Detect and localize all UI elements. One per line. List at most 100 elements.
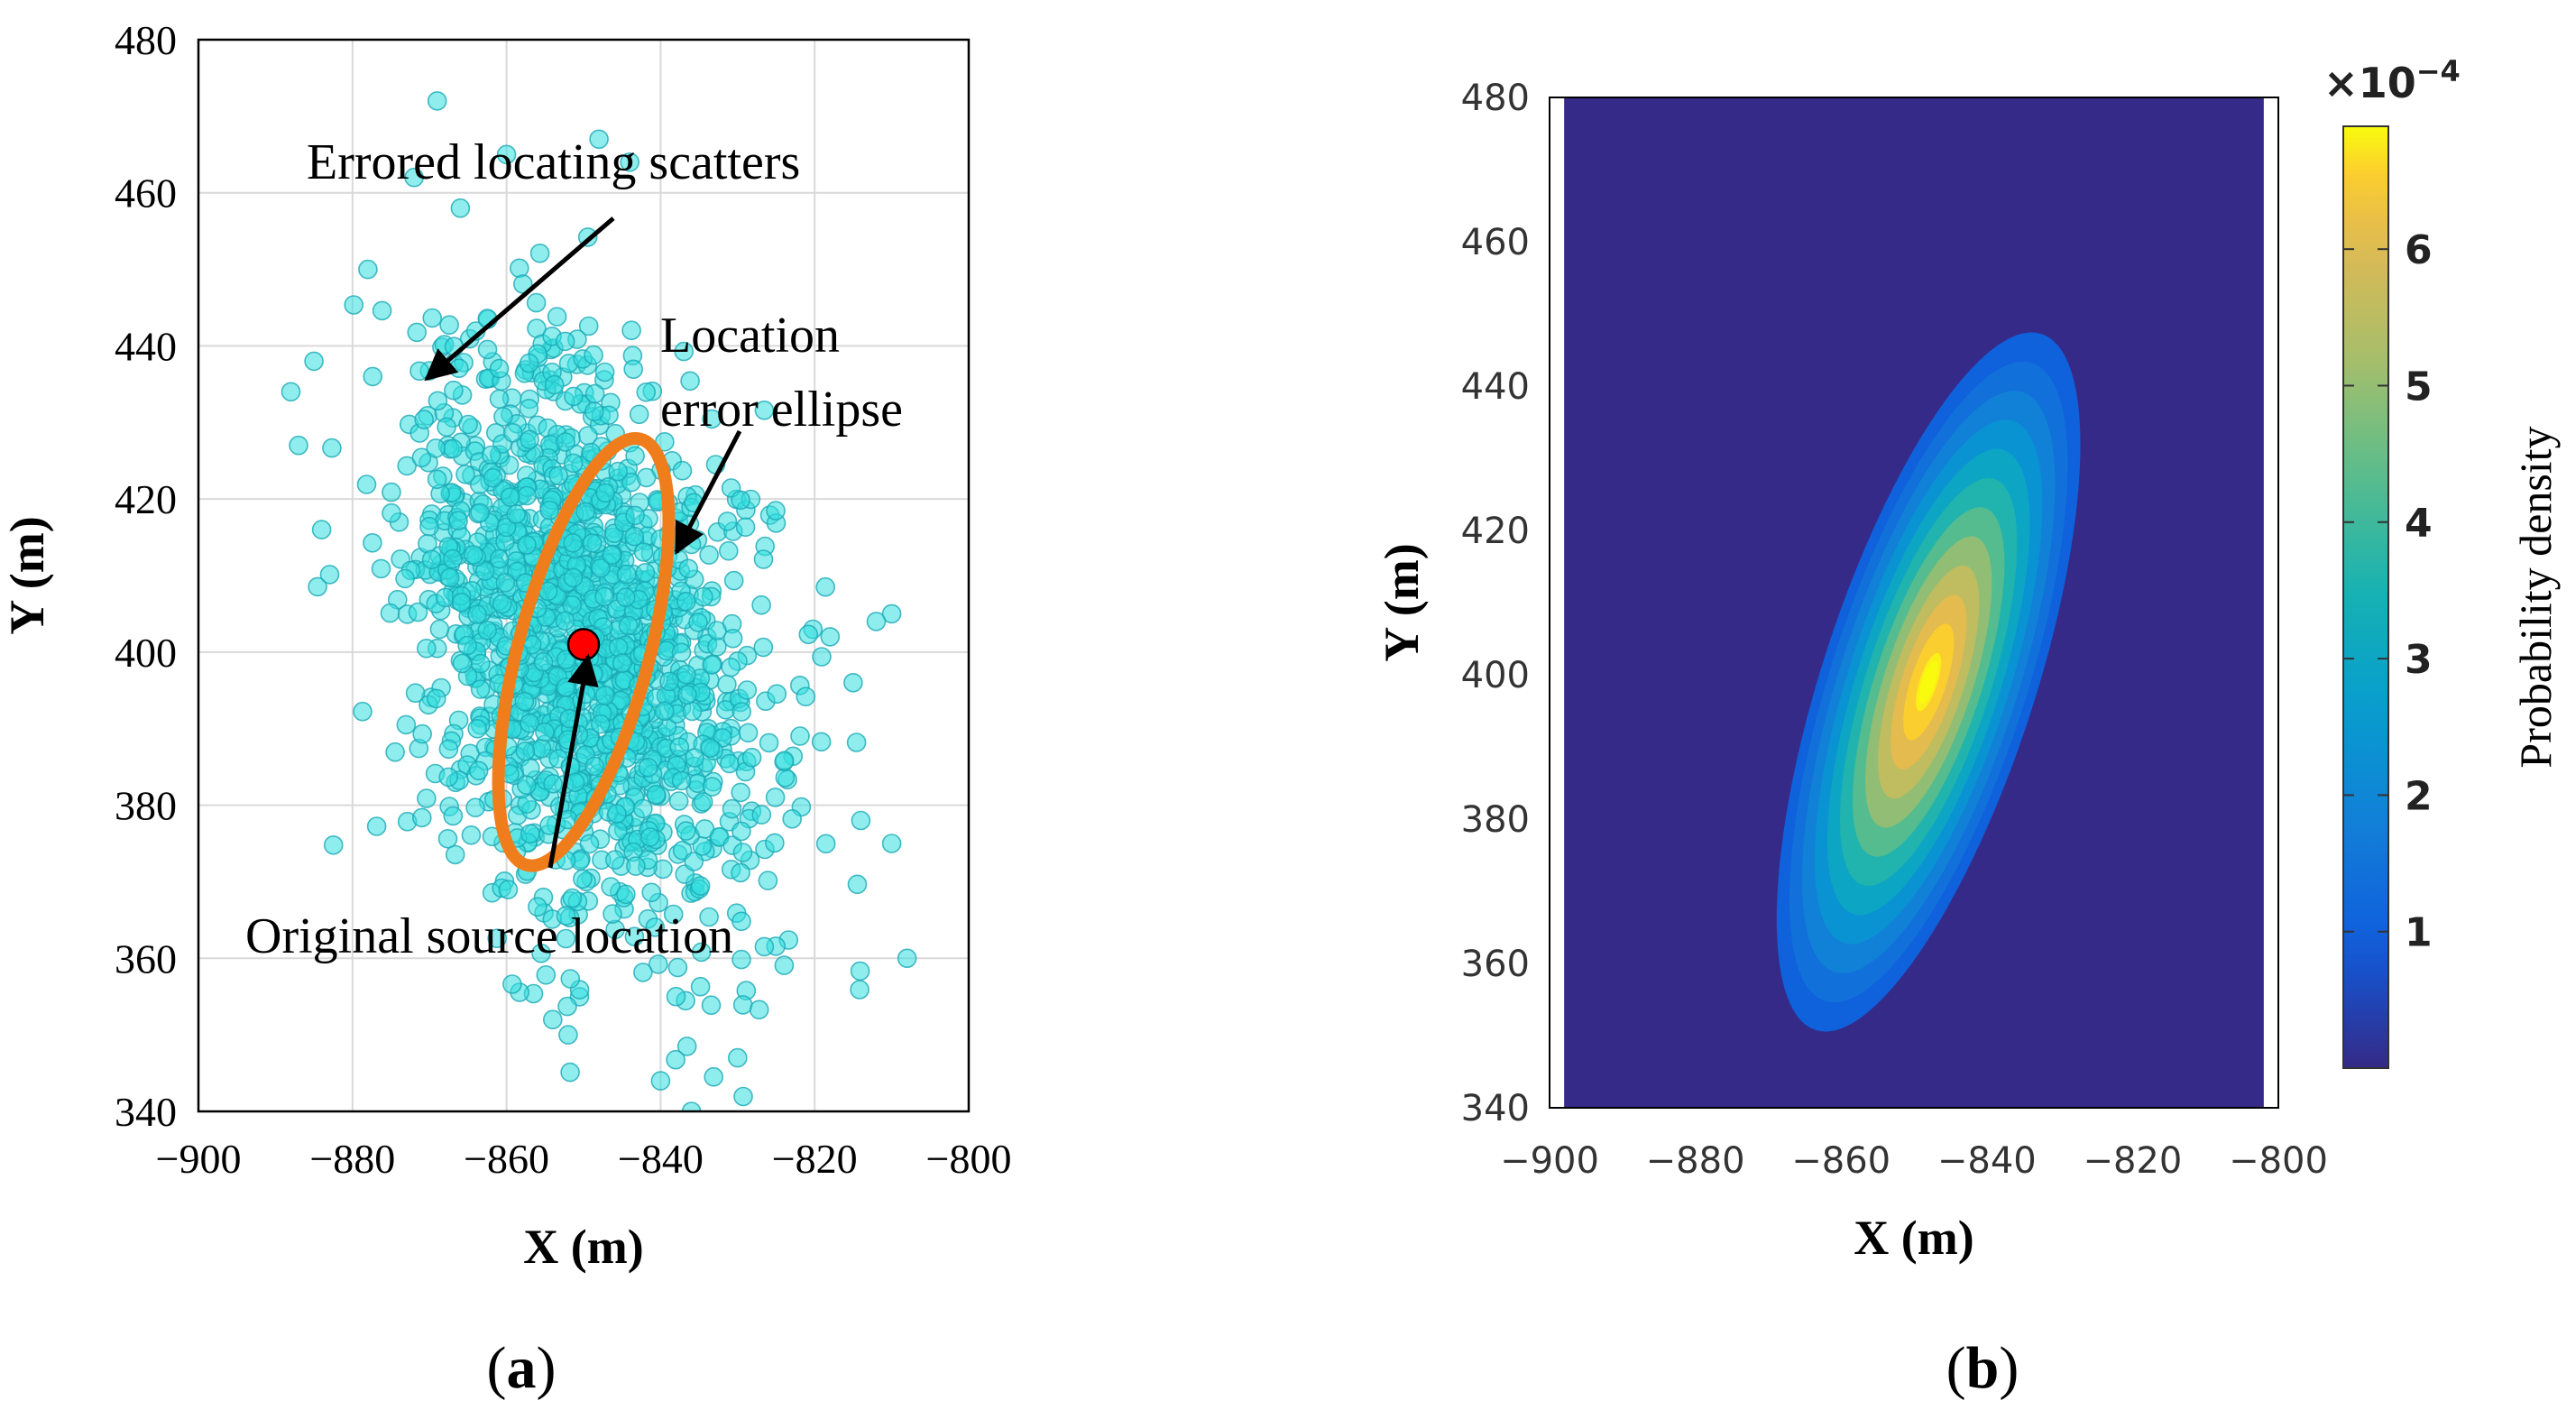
scatter-point	[411, 807, 432, 828]
scatter-point	[363, 532, 382, 553]
panel-b-density-chart: −900 −880 −860 −840 −820 −800 340 360 380 400 420 4…	[1375, 54, 2561, 1401]
scatter-point	[616, 884, 636, 905]
scatter-point	[495, 573, 516, 593]
scatter-point	[515, 741, 536, 761]
scatter-point	[304, 351, 324, 372]
scatter-point	[735, 517, 756, 538]
scatter-point	[602, 545, 622, 566]
scatter-point	[496, 144, 517, 165]
scatter-point	[556, 432, 575, 452]
x-tick-label: −860	[1791, 1140, 1891, 1182]
scatter-point	[520, 713, 540, 733]
scatter-point	[851, 810, 871, 831]
scatter-point	[843, 672, 863, 693]
scatter-point	[421, 549, 442, 570]
scatter-point	[579, 834, 600, 854]
scatter-point	[439, 315, 459, 336]
scatter-point	[702, 409, 722, 429]
scatter-point	[654, 701, 675, 722]
scatter-point	[582, 533, 603, 553]
scatter-point	[557, 996, 577, 1017]
scatter-point	[555, 611, 575, 631]
scatter-point	[616, 564, 637, 585]
scatter-point	[556, 677, 576, 697]
scatter-point	[693, 792, 713, 812]
colorbar-tick-label: 1	[2405, 910, 2433, 956]
scatter-point	[465, 797, 485, 818]
x-tick-label: −860	[464, 1136, 549, 1182]
scatter-point	[543, 773, 563, 794]
scatter-point	[790, 726, 810, 746]
scatter-point	[676, 664, 696, 685]
scatter-point	[412, 723, 433, 744]
scatter-point	[774, 751, 795, 771]
scatter-point	[443, 438, 464, 459]
scatter-point	[702, 655, 722, 675]
scatter-point	[516, 775, 537, 796]
scatter-point	[448, 358, 469, 379]
scatter-point	[759, 733, 779, 753]
scatter-point	[443, 548, 463, 569]
scatter-point	[751, 594, 771, 615]
scatter-point	[517, 535, 537, 555]
arrow-source-location	[547, 653, 599, 869]
scatter-point	[380, 603, 400, 623]
scatter-point	[382, 482, 401, 502]
scatter-point	[624, 526, 645, 547]
scatter-point	[765, 833, 785, 853]
scatter-point	[531, 944, 551, 963]
scatter-point	[753, 637, 774, 658]
scatter-point	[648, 954, 668, 974]
scatter-point	[717, 674, 737, 695]
scatter-point	[489, 389, 510, 410]
scatter-point	[731, 702, 752, 722]
y-tick-label: 420	[1461, 511, 1530, 552]
scatter-point	[707, 621, 727, 640]
scatter-point	[731, 821, 751, 842]
y-tick-label: 380	[115, 783, 177, 829]
scatter-point	[483, 467, 503, 488]
scatter-point	[659, 671, 679, 692]
scatter-point	[635, 562, 656, 583]
y-tick-label: 380	[1461, 799, 1530, 841]
scatter-point	[604, 850, 625, 870]
scatter-point	[731, 490, 750, 511]
scatter-point	[487, 928, 508, 948]
scatter-point	[626, 856, 646, 876]
density-contours	[1776, 332, 2081, 1032]
scatter-point	[669, 737, 690, 757]
scatter-point	[408, 602, 428, 622]
scatter-point	[820, 627, 841, 647]
y-tick-label: 420	[115, 476, 177, 522]
scatter-point	[397, 456, 418, 476]
scatter-point	[520, 824, 540, 844]
scatter-point	[548, 465, 569, 486]
scatter-point	[815, 834, 836, 854]
scatter-point	[766, 501, 786, 521]
scatter-point	[690, 976, 711, 997]
scatter-point	[636, 467, 657, 488]
scatter-point	[445, 844, 465, 865]
y-tick-label: 360	[1461, 944, 1530, 985]
scatter-point	[489, 358, 510, 379]
panel-b-x-axis-label: X (m)	[1854, 1211, 1973, 1265]
scatter-point	[629, 404, 649, 425]
scatter-point	[608, 461, 629, 482]
y-tick-label: 460	[1461, 222, 1530, 263]
x-tick-label: −900	[156, 1136, 242, 1182]
scatter-point	[727, 1047, 748, 1068]
scatter-point	[426, 688, 446, 709]
scatter-point	[470, 679, 491, 699]
y-tick-label: 440	[115, 323, 177, 369]
scatter-point	[603, 904, 622, 924]
scatter-point	[815, 576, 836, 597]
scatter-point	[477, 339, 498, 360]
scatter-point	[358, 259, 378, 280]
scatter-point	[897, 948, 917, 969]
scatter-point	[678, 558, 699, 579]
scatter-point	[621, 320, 641, 341]
scatter-point	[492, 594, 512, 614]
scatter-point	[422, 308, 443, 328]
scatter-point	[443, 806, 464, 826]
scatter-point	[682, 701, 703, 722]
